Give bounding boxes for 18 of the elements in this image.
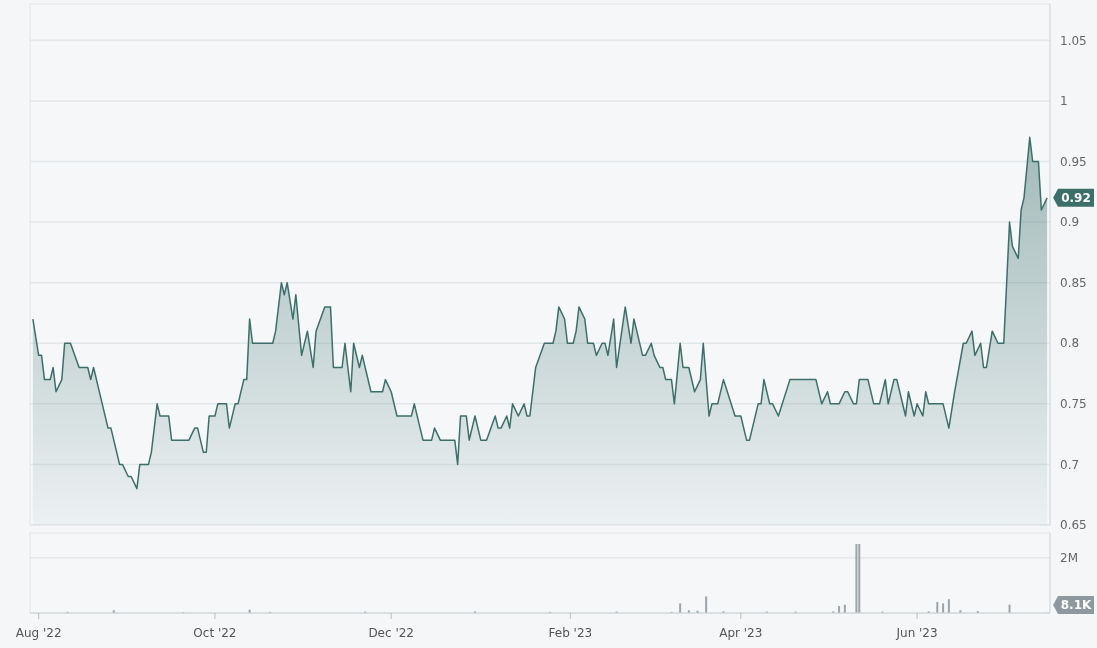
y-tick-label: 0.75: [1060, 397, 1087, 412]
annotation: 0.92: [1061, 191, 1091, 206]
annotation: 8.1K: [1060, 598, 1092, 613]
x-tick-label: Feb '23: [548, 626, 593, 640]
y-tick-label: 2M: [1060, 551, 1078, 566]
y-tick-label: 0.8: [1060, 336, 1080, 351]
x-tick-label: Apr '23: [719, 626, 763, 640]
x-tick-label: Aug '22: [15, 626, 62, 640]
y-tick-label: 1: [1060, 94, 1068, 109]
y-tick-label: 1.05: [1060, 33, 1087, 48]
y-tick-label: 0.85: [1060, 275, 1087, 290]
x-tick-label: Dec '22: [368, 626, 414, 640]
x-tick-label: Jun '23: [895, 626, 938, 640]
y-tick-label: 0.95: [1060, 154, 1087, 169]
y-tick-label: 0.65: [1060, 518, 1087, 533]
y-tick-label: 0.9: [1060, 215, 1080, 230]
y-tick-label: 0.7: [1060, 457, 1080, 472]
x-tick-label: Oct '22: [193, 626, 237, 640]
